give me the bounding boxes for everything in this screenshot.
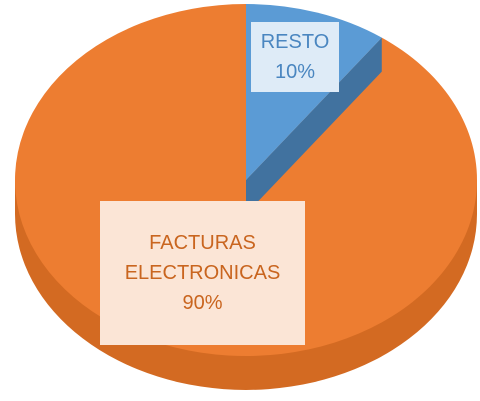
slice-wall	[246, 37, 382, 215]
slice-label: FACTURAS ELECTRONICAS 90%	[100, 201, 305, 345]
category-label: RESTO	[260, 31, 330, 53]
value-label: 90%	[182, 292, 223, 314]
slice-label: RESTO 10%	[251, 22, 339, 92]
value-label: 10%	[274, 61, 316, 83]
category-label: FACTURAS ELECTRONICAS	[124, 232, 281, 284]
